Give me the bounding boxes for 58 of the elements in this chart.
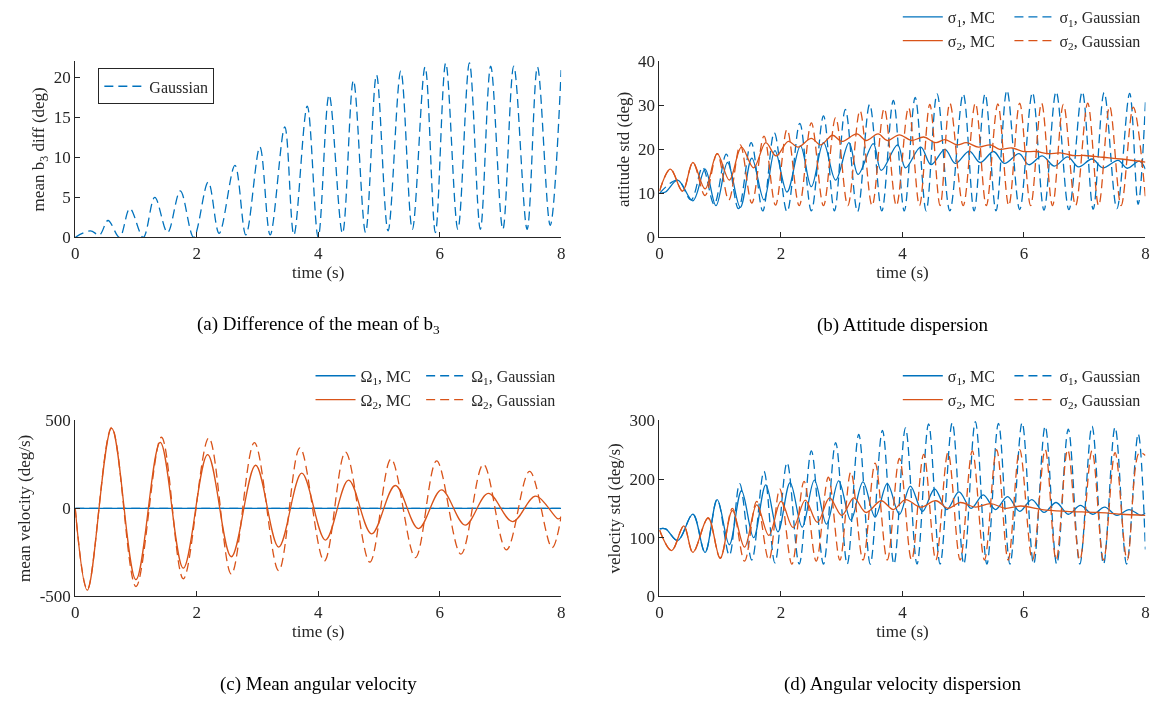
y-axis-title: mean velocity (deg/s)	[15, 434, 35, 582]
y-axis-title: attitude std (deg)	[613, 91, 633, 207]
legend-label: σ$_{2}$, Gaussian	[1059, 32, 1141, 53]
legend-label: Ω$_{2}$, Gaussian	[471, 391, 556, 412]
x-tick-label: 8	[556, 602, 566, 622]
x-tick-label: 2	[776, 602, 786, 622]
x-tick-label: 6	[435, 602, 444, 622]
legend-label: σ$_{2}$, MC	[947, 32, 995, 53]
x-tick-label: 6	[435, 243, 444, 263]
x-tick-label: 2	[776, 243, 786, 263]
legend-label: Ω$_{1}$, MC	[360, 367, 411, 388]
text: (a) Difference of the mean of b$_{3}$	[197, 313, 440, 337]
x-tick-label: 2	[192, 243, 201, 263]
legend-label: σ$_{2}$, MC	[947, 391, 995, 412]
x-tick-label: 4	[313, 243, 323, 263]
x-tick-label: 8	[556, 243, 566, 263]
y-tick-label: 0	[62, 499, 71, 519]
y-tick-label: 0	[646, 587, 656, 607]
x-tick-label: 4	[898, 243, 908, 263]
y-tick-label: 0	[646, 228, 656, 248]
text: (d) Angular velocity dispersion	[784, 673, 1022, 695]
x-axis-title: time (s)	[876, 622, 929, 642]
legend-label: σ$_{1}$, Gaussian	[1059, 367, 1141, 388]
x-axis-title: time (s)	[291, 622, 345, 642]
legend-label: Gaussian	[149, 78, 208, 96]
legend-label: σ$_{1}$, Gaussian	[1059, 9, 1141, 29]
y-tick-label: 10	[638, 184, 656, 204]
y-tick-label: 20	[638, 140, 656, 160]
y-tick-label: 0	[62, 228, 71, 248]
legend-label: σ$_{1}$, MC	[947, 367, 995, 388]
y-tick-label: -500	[39, 587, 71, 607]
legend-label: σ$_{2}$, Gaussian	[1059, 391, 1141, 412]
y-tick-label: 20	[53, 68, 71, 88]
y-tick-label: 300	[629, 411, 656, 431]
y-axis-title: velocity std (deg/s)	[605, 443, 625, 574]
line-series	[75, 62, 562, 238]
text: (b) Attitude dispersion	[817, 314, 989, 336]
x-axis-title: time (s)	[291, 263, 345, 283]
legend-label: σ$_{1}$, MC	[947, 9, 995, 29]
x-tick-label: 8	[1141, 243, 1150, 263]
x-tick-label: 2	[192, 602, 201, 622]
x-tick-label: 4	[898, 602, 908, 622]
x-axis-title: time (s)	[876, 263, 929, 283]
legend-label: Ω$_{2}$, MC	[360, 391, 411, 412]
x-tick-label: 6	[1019, 243, 1029, 263]
y-tick-label: 100	[629, 528, 656, 548]
y-tick-label: 200	[629, 469, 656, 489]
x-tick-label: 4	[313, 602, 323, 622]
y-tick-label: 10	[53, 148, 71, 168]
text: (c) Mean angular velocity	[220, 673, 418, 695]
y-tick-label: 30	[638, 96, 656, 116]
y-tick-label: 5	[62, 188, 71, 208]
y-tick-label: 500	[45, 411, 71, 431]
x-tick-label: 6	[1019, 602, 1029, 622]
y-tick-label: 15	[53, 108, 71, 128]
x-tick-label: 8	[1141, 602, 1150, 622]
y-tick-label: 40	[638, 52, 656, 72]
legend-label: Ω$_{1}$, Gaussian	[471, 367, 556, 388]
